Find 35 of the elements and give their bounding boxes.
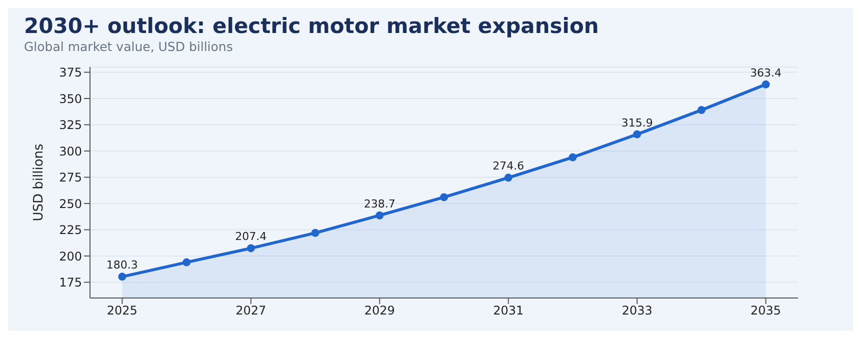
- y-tick-label: 175: [59, 276, 82, 290]
- point: [504, 174, 512, 182]
- y-tick-label: 200: [59, 249, 82, 264]
- y-tick-label: 325: [59, 118, 82, 132]
- point: [246, 244, 255, 252]
- chart-subtitle: Global market value, USD billions: [24, 39, 233, 54]
- data-label: 238.7: [364, 197, 396, 210]
- y-tick-label: 250: [59, 196, 82, 211]
- point: [633, 130, 642, 138]
- data-label: 180.3: [106, 258, 138, 272]
- point: [568, 153, 577, 162]
- data-label: 363.4: [750, 66, 782, 80]
- x-tick-label: 2031: [493, 304, 524, 318]
- point: [311, 228, 320, 237]
- x-tick-label: 2025: [106, 304, 138, 318]
- y-tick-label: 300: [59, 144, 82, 158]
- y-tick-label: 275: [59, 170, 82, 185]
- x-tick-label: 2029: [364, 304, 395, 318]
- point: [376, 211, 384, 220]
- data-label: 274.6: [492, 160, 524, 173]
- data-label: 315.9: [621, 116, 653, 130]
- point: [440, 193, 448, 202]
- y-tick-label: 375: [59, 66, 82, 80]
- y-tick-label: 225: [59, 223, 82, 238]
- x-tick-label: 2027: [236, 304, 266, 318]
- point: [182, 258, 191, 266]
- y-axis-title: USD billions: [32, 143, 47, 222]
- point: [697, 106, 706, 114]
- data-label: 207.4: [235, 230, 267, 244]
- point: [118, 272, 126, 281]
- point: [762, 80, 770, 88]
- y-tick-label: 350: [59, 92, 82, 106]
- x-tick-label: 2035: [750, 304, 782, 318]
- chart-title: 2030+ outlook: electric motor market expansion: [24, 14, 599, 38]
- x-tick-label: 2033: [622, 304, 652, 318]
